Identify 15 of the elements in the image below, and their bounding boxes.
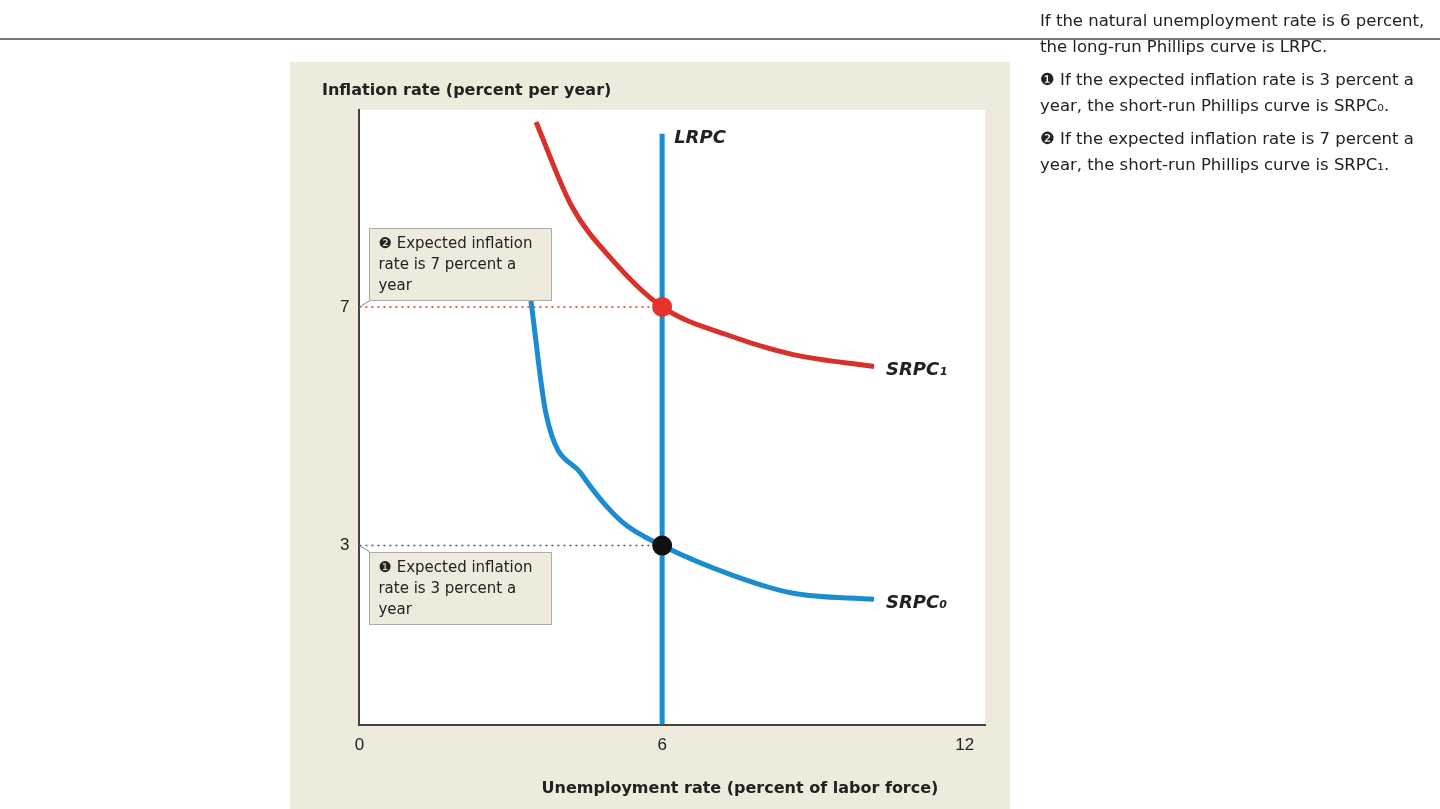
text: If the natural unemployment rate is 6 percent, the long-run Phillips curve is LRPC. bbox=[1040, 10, 1426, 58]
y-tick-label: 7 bbox=[339, 296, 350, 316]
annotation: ❶ Expected inflation rate is 3 percent a year bbox=[369, 551, 553, 625]
text: ❶ If the expected inflation rate is 3 percent a year, the short-run Phillips curve is SRPC₀. bbox=[1040, 69, 1415, 117]
annotation: ❷ Expected inflation rate is 7 percent a year bbox=[369, 227, 553, 301]
text: ❷ If the expected inflation rate is 7 percent a year, the short-run Phillips curve is SRPC₁. bbox=[1040, 128, 1415, 176]
x-tick-label: 6 bbox=[657, 735, 667, 755]
y-tick-label: 3 bbox=[339, 535, 350, 555]
y-axis-title: Inflation rate (percent per year) bbox=[322, 80, 612, 99]
x-tick-label: 12 bbox=[955, 735, 975, 755]
series-label: SRPC₀ bbox=[886, 590, 948, 612]
x-axis-title: Unemployment rate (percent of labor force) bbox=[540, 778, 940, 797]
x-tick-label: 0 bbox=[354, 735, 365, 755]
series-label: SRPC₁ bbox=[886, 358, 948, 380]
series-label: LRPC bbox=[674, 125, 727, 147]
